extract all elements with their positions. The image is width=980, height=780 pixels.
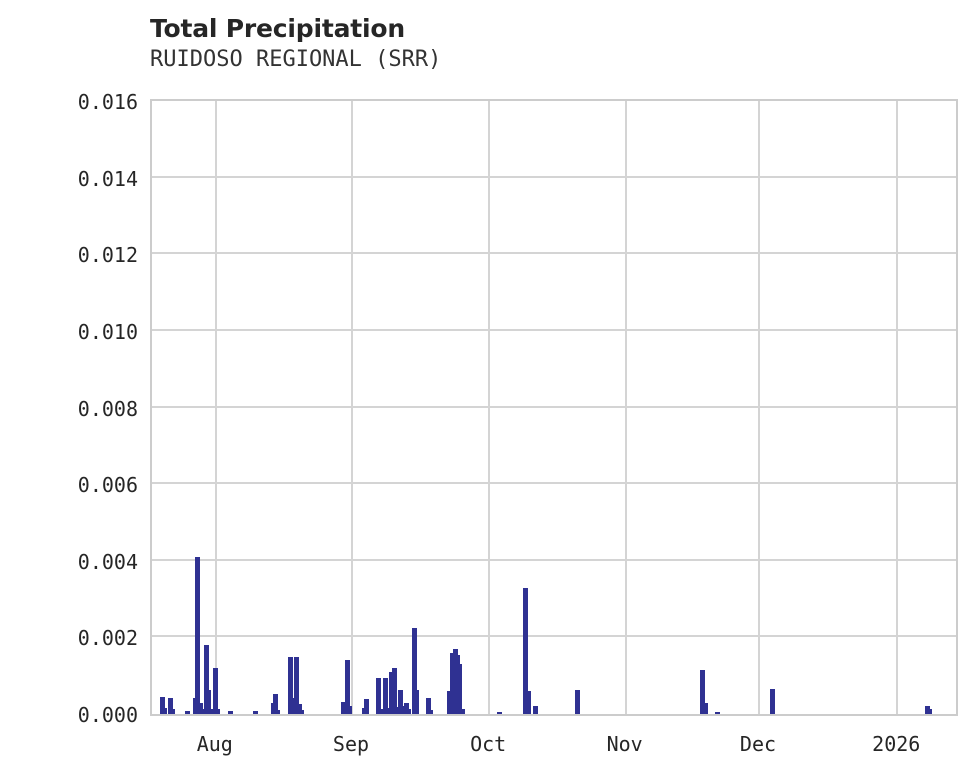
bar [393, 707, 399, 714]
gridline-horizontal [152, 252, 956, 255]
bar [378, 708, 384, 714]
bar [167, 697, 173, 714]
bar [170, 709, 175, 714]
bar [215, 708, 221, 714]
bar [272, 693, 278, 714]
gridline-vertical [624, 101, 627, 714]
y-tick-label: 0.004 [77, 549, 138, 574]
gridline-vertical [214, 101, 217, 714]
bar [184, 710, 190, 714]
bar [926, 709, 932, 714]
bar [199, 709, 205, 714]
bar [252, 710, 258, 714]
gridline-horizontal [152, 635, 956, 638]
plot-area [150, 99, 958, 716]
bar [197, 702, 203, 714]
gridline-vertical [896, 101, 899, 714]
bar [363, 698, 369, 714]
bar [460, 709, 466, 714]
bar [341, 701, 347, 714]
bar [204, 645, 210, 714]
bar [406, 708, 412, 714]
bar [770, 689, 776, 714]
bar [275, 710, 281, 714]
bar [208, 709, 214, 714]
y-tick-label: 0.002 [77, 626, 138, 651]
y-tick-label: 0.008 [77, 396, 138, 421]
y-tick-label: 0.006 [77, 473, 138, 498]
bar [213, 668, 219, 714]
bar [376, 677, 382, 714]
y-tick-label: 0.012 [77, 243, 138, 268]
bar [403, 702, 409, 714]
bar [299, 709, 305, 714]
bar [413, 689, 419, 714]
bar [523, 587, 529, 714]
bar [428, 710, 434, 714]
chart-title: Total Precipitation [150, 14, 405, 43]
bar [385, 707, 391, 714]
bar [411, 627, 417, 714]
plot-inner [152, 101, 956, 714]
x-tick-label: Nov [606, 732, 643, 756]
bar [161, 708, 167, 714]
bar [296, 704, 302, 714]
gridline-horizontal [152, 405, 956, 408]
gridline-vertical [488, 101, 491, 714]
bar [228, 710, 234, 714]
bar [533, 705, 538, 714]
y-tick-label: 0.000 [77, 703, 138, 727]
gridline-horizontal [152, 328, 956, 331]
x-tick-label: Dec [739, 732, 777, 756]
gridline-horizontal [152, 175, 956, 178]
bar [294, 656, 300, 714]
bar [714, 711, 720, 714]
bar [347, 706, 353, 714]
bar [195, 556, 201, 714]
bar [426, 697, 432, 714]
y-tick-label: 0.016 [77, 90, 138, 114]
y-tick-label: 0.014 [77, 166, 138, 191]
gridline-horizontal [152, 558, 956, 561]
x-tick-label: Oct [470, 732, 507, 756]
bar [574, 690, 580, 714]
gridline-vertical [350, 101, 353, 714]
bar [457, 664, 463, 714]
bar [345, 660, 351, 714]
bar [383, 677, 389, 714]
bar [287, 656, 293, 714]
chart-subtitle: RUIDOSO REGIONAL (SRR) [150, 47, 442, 72]
gridline-horizontal [152, 482, 956, 485]
bar [525, 691, 531, 714]
bar [159, 697, 165, 714]
title-block: Total Precipitation RUIDOSO REGIONAL (SR… [150, 14, 910, 74]
x-tick-label: Sep [332, 732, 370, 756]
bar [206, 689, 212, 714]
y-axis-label: Total Precipitation [mm/s] [0, 0, 34, 780]
bar [391, 668, 397, 714]
x-tick-label: Aug [196, 732, 233, 756]
bar [397, 689, 403, 714]
bar [399, 705, 405, 714]
bar [497, 712, 503, 714]
x-tick-label: 2026 [872, 732, 921, 756]
bar [700, 669, 706, 714]
y-tick-label: 0.010 [77, 319, 138, 344]
bar [702, 702, 708, 714]
bar [446, 691, 452, 714]
gridline-vertical [757, 101, 760, 714]
bar [454, 654, 460, 714]
